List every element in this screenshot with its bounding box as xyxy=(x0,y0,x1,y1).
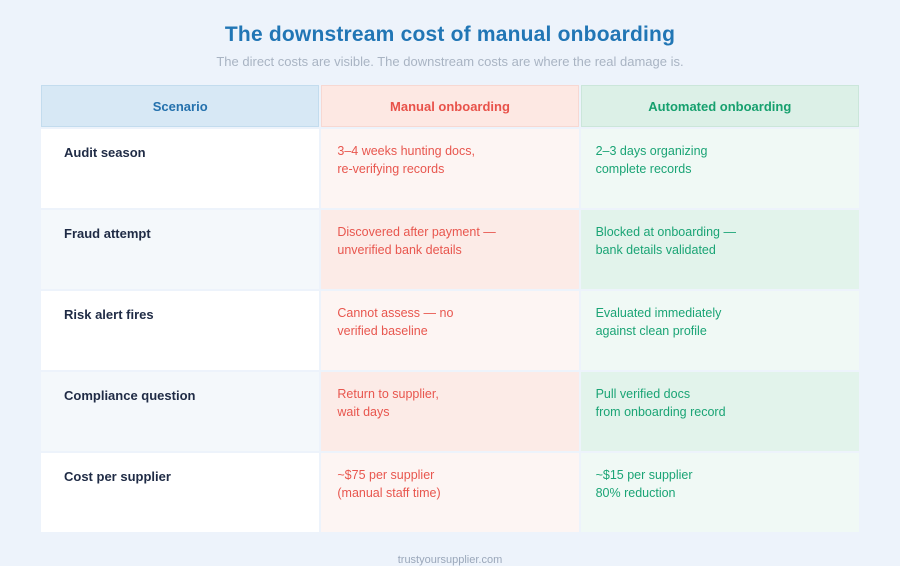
table-row: Risk alert fires Cannot assess — no veri… xyxy=(41,291,859,370)
table-row: Fraud attempt Discovered after payment —… xyxy=(41,210,859,289)
manual-cell: Discovered after payment — unverified ba… xyxy=(321,210,579,289)
cell-line: wait days xyxy=(337,405,390,419)
cell-line: Return to supplier, xyxy=(337,387,439,401)
column-header-automated: Automated onboarding xyxy=(580,85,859,127)
manual-cell: 3–4 weeks hunting docs, re-verifying rec… xyxy=(321,129,579,208)
table-row: Audit season 3–4 weeks hunting docs, re-… xyxy=(41,129,859,208)
cell-line: Cannot assess — no xyxy=(337,306,454,320)
scenario-cell: Risk alert fires xyxy=(41,291,320,370)
cell-line: ~$75 per supplier xyxy=(337,468,435,482)
footer-domain-text: trustyoursupplier.com xyxy=(397,554,503,566)
scenario-cell: Audit season xyxy=(41,129,320,208)
comparison-table-wrapper: Scenario Manual onboarding Automated onb… xyxy=(39,83,861,534)
automated-cell: 2–3 days organizing complete records xyxy=(580,129,859,208)
manual-cell: Cannot assess — no verified baseline xyxy=(321,291,579,370)
scenario-cell: Compliance question xyxy=(41,372,320,451)
column-header-scenario: Scenario xyxy=(41,85,320,127)
scenario-cell: Fraud attempt xyxy=(41,210,320,289)
page-title: The downstream cost of manual onboarding xyxy=(224,23,676,46)
cell-line: Pull verified docs xyxy=(595,387,691,401)
cell-line: 80% reduction xyxy=(595,486,676,500)
manual-cell: ~$75 per supplier (manual staff time) xyxy=(321,453,579,532)
manual-cell: Return to supplier, wait days xyxy=(321,372,579,451)
cell-line: Evaluated immediately xyxy=(595,306,722,320)
automated-cell: Pull verified docs from onboarding recor… xyxy=(580,372,859,451)
table-header-row: Scenario Manual onboarding Automated onb… xyxy=(41,85,859,127)
cell-line: complete records xyxy=(595,162,692,176)
cell-line: re-verifying records xyxy=(337,162,445,176)
automated-cell: Blocked at onboarding — bank details val… xyxy=(580,210,859,289)
page-subtitle: The direct costs are visible. The downst… xyxy=(216,54,684,69)
table-row: Cost per supplier ~$75 per supplier (man… xyxy=(41,453,859,532)
scenario-cell: Cost per supplier xyxy=(41,453,320,532)
automated-cell: ~$15 per supplier 80% reduction xyxy=(580,453,859,532)
comparison-table: Scenario Manual onboarding Automated onb… xyxy=(39,83,861,534)
cell-line: (manual staff time) xyxy=(337,486,441,500)
cell-line: against clean profile xyxy=(595,324,707,338)
column-header-manual: Manual onboarding xyxy=(321,85,579,127)
cell-line: Blocked at onboarding — xyxy=(595,225,736,239)
automated-cell: Evaluated immediately against clean prof… xyxy=(580,291,859,370)
cell-line: from onboarding record xyxy=(595,405,726,419)
cell-line: 3–4 weeks hunting docs, xyxy=(337,144,475,158)
cell-line: verified baseline xyxy=(337,324,428,338)
cell-line: unverified bank details xyxy=(337,243,462,257)
table-row: Compliance question Return to supplier, … xyxy=(41,372,859,451)
cell-line: Discovered after payment — xyxy=(337,225,496,239)
cell-line: 2–3 days organizing xyxy=(595,144,708,158)
cell-line: bank details validated xyxy=(595,243,716,257)
page-header: The downstream cost of manual onboarding… xyxy=(0,0,900,69)
cell-line: ~$15 per supplier xyxy=(595,468,693,482)
